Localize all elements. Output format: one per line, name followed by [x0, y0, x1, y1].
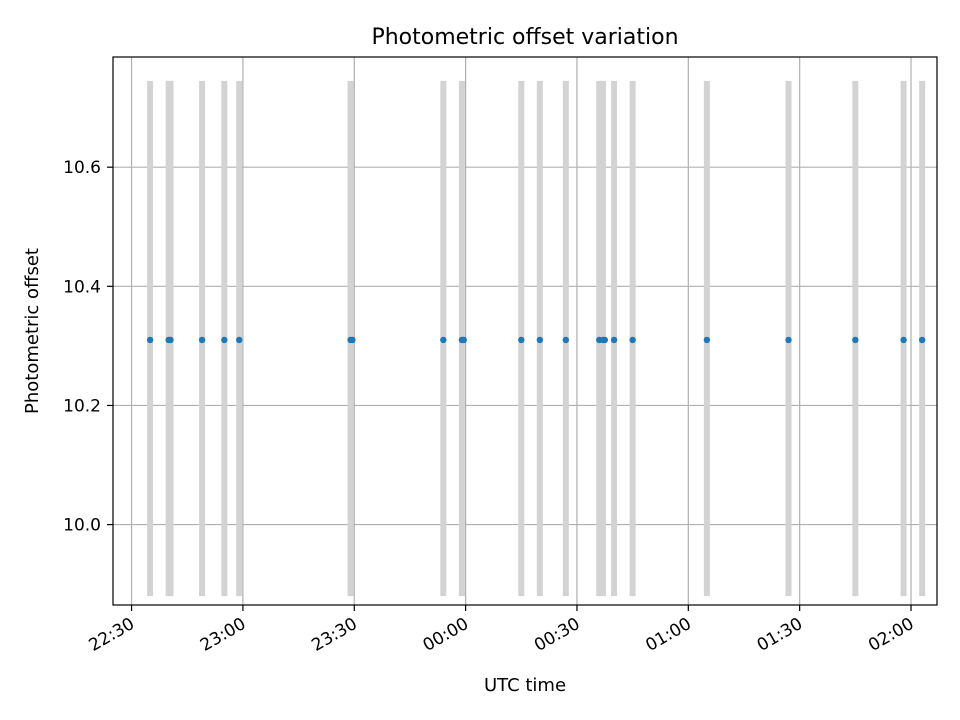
- data-point: [918, 336, 926, 344]
- data-point: [349, 336, 356, 344]
- data-point: [146, 336, 154, 344]
- data-point: [536, 336, 544, 344]
- y-tick-label: 10.2: [63, 396, 101, 416]
- data-point: [629, 336, 636, 344]
- y-tick-label: 10.4: [63, 277, 101, 297]
- y-tick-label: 10.0: [63, 516, 101, 536]
- chart-title: Photometric offset variation: [371, 25, 678, 50]
- data-point: [601, 336, 609, 344]
- data-point: [852, 336, 859, 344]
- data-point: [785, 336, 792, 344]
- y-axis: 10.0 10.2 10.4 10.6: [63, 158, 113, 536]
- data-point: [562, 336, 570, 344]
- grid: [113, 57, 937, 605]
- y-axis-title: Photometric offset: [22, 248, 43, 414]
- data-point: [235, 336, 243, 344]
- data-point: [610, 336, 618, 344]
- y-tick-label: 10.6: [63, 158, 101, 178]
- data-point: [900, 336, 907, 344]
- data-point: [440, 336, 447, 344]
- data-point: [703, 336, 711, 344]
- x-axis-title: UTC time: [484, 675, 566, 696]
- data-points: [146, 336, 926, 344]
- data-point: [167, 336, 174, 344]
- data-point: [518, 336, 525, 344]
- data-point: [221, 336, 228, 344]
- data-point: [198, 336, 206, 344]
- data-point: [460, 336, 467, 344]
- plot-frame: [112, 56, 938, 606]
